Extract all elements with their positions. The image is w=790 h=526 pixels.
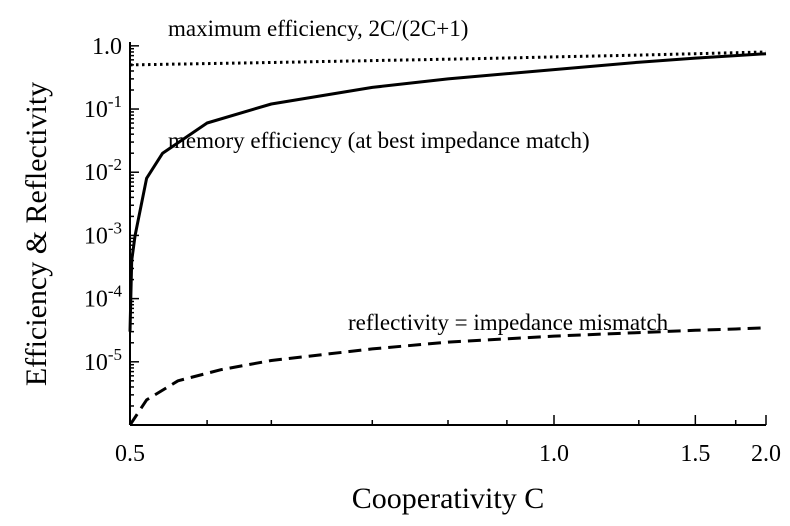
x-tick-label: 2.0 [751, 441, 781, 467]
curve-memory-efficiency [128, 52, 767, 332]
axes-layer [129, 42, 766, 426]
series-label-reflectivity: reflectivity = impedance mismatch [348, 310, 669, 335]
y-tick-label: 10-2 [84, 155, 122, 186]
x-tick-label: 1.0 [539, 441, 569, 467]
series-label-memory-efficiency: memory efficiency (at best impedance mat… [168, 128, 590, 153]
series-label-max-efficiency: maximum efficiency, 2C/(2C+1) [168, 16, 468, 41]
y-tick-label: 10-5 [84, 345, 122, 376]
y-axis-label: Efficiency & Reflectivity [20, 82, 53, 386]
x-axis-label: Cooperativity C [352, 482, 544, 515]
x-tick-label: 0.5 [115, 441, 145, 467]
y-tick-label: 10-4 [84, 282, 123, 313]
ticks-layer: 1.0 10-1 10-2 10-3 10-4 10-5 0.5 1.0 1.5 2.0 [84, 34, 781, 467]
y-tick-label: 10-3 [84, 218, 122, 249]
series-layer [128, 50, 767, 426]
y-tick-label: 1.0 [92, 34, 122, 60]
y-tick-label: 10-1 [84, 92, 122, 123]
x-tick-label: 1.5 [680, 441, 710, 467]
curve-reflectivity [128, 326, 767, 426]
labels-layer: Cooperativity C Efficiency & Reflectivit… [20, 16, 669, 515]
